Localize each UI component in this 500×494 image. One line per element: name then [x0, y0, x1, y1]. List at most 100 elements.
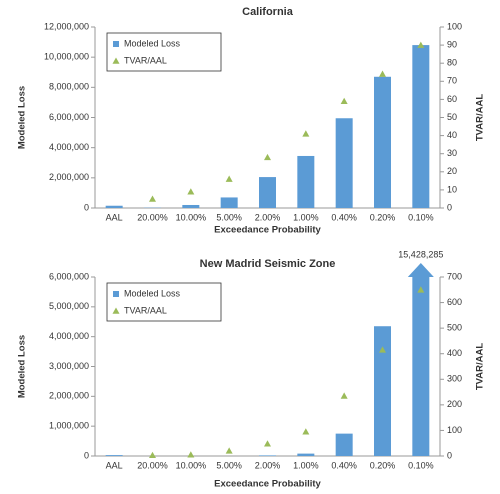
x-tick-label: 0.20%: [370, 460, 396, 470]
x-tick-label: 0.40%: [331, 460, 357, 470]
marker: [187, 188, 195, 195]
y-axis-title: Modeled Loss: [17, 335, 28, 398]
x-tick-label: 0.10%: [408, 212, 434, 222]
bar: [374, 326, 391, 456]
marker: [340, 97, 348, 105]
y-tick-label: 6,000,000: [49, 271, 89, 281]
bar: [412, 45, 430, 208]
y2-tick-label: 40: [447, 130, 457, 140]
y-tick-label: 4,000,000: [49, 331, 89, 341]
legend-label: Modeled Loss: [124, 288, 181, 298]
marker: [417, 41, 425, 48]
y2-tick-label: 0: [447, 450, 452, 460]
y-tick-label: 4,000,000: [49, 142, 89, 152]
bar: [259, 177, 276, 208]
y-tick-label: 2,000,000: [49, 172, 89, 182]
marker: [149, 195, 156, 202]
legend-swatch: [112, 57, 120, 64]
bar: [220, 197, 238, 208]
y2-tick-label: 50: [447, 112, 457, 122]
bar: [105, 455, 123, 456]
bar: [297, 155, 315, 208]
y-tick-label: 8,000,000: [49, 82, 89, 92]
y2-tick-label: 200: [447, 399, 462, 409]
y2-tick-label: 0: [447, 202, 452, 212]
legend-swatch: [112, 307, 120, 314]
data-label: 15,428,285: [398, 249, 443, 259]
y2-tick-label: 90: [447, 39, 457, 49]
y2-tick-label: 80: [447, 58, 457, 68]
y2-tick-label: 10: [447, 184, 457, 194]
legend-label: Modeled Loss: [124, 38, 181, 48]
legend-swatch: [113, 41, 119, 47]
x-tick-label: 1.00%: [293, 460, 319, 470]
bar: [105, 205, 123, 208]
x-tick-label: 20.00%: [137, 212, 168, 222]
y-tick-label: 12,000,000: [44, 21, 89, 31]
x-tick-label: 2.00%: [255, 212, 281, 222]
marker: [225, 175, 233, 182]
legend-label: TVAR/AAL: [124, 305, 167, 315]
overflow-arrow: [407, 263, 434, 277]
y2-tick-label: 100: [447, 425, 462, 435]
y-tick-label: 3,000,000: [49, 361, 89, 371]
y-tick-label: 6,000,000: [49, 112, 89, 122]
y-tick-label: 10,000,000: [44, 52, 89, 62]
y-tick-label: 0: [84, 450, 89, 460]
y2-tick-label: 100: [447, 21, 462, 31]
y2-tick-label: 400: [447, 348, 462, 358]
y2-tick-label: 20: [447, 166, 457, 176]
marker: [302, 130, 310, 137]
x-tick-label: 10.00%: [176, 460, 207, 470]
legend-box: [106, 282, 222, 322]
y2-axis-title: TVAR/AAL: [475, 94, 486, 142]
y2-tick-label: 30: [447, 148, 457, 158]
x-tick-label: 1.00%: [293, 212, 319, 222]
bar: [335, 433, 353, 456]
chart-title: New Madrid Seismic Zone: [200, 258, 336, 270]
x-tick-label: 0.10%: [408, 460, 434, 470]
marker: [379, 346, 386, 353]
x-tick-label: 10.00%: [176, 212, 207, 222]
marker: [379, 70, 386, 77]
bar: [374, 76, 391, 209]
x-tick-label: 5.00%: [216, 212, 242, 222]
marker: [302, 428, 310, 435]
y2-tick-label: 70: [447, 76, 457, 86]
bar: [182, 204, 200, 208]
x-tick-label: AAL: [106, 212, 123, 222]
bar: [259, 455, 276, 456]
marker: [417, 286, 425, 293]
x-tick-label: 20.00%: [137, 460, 168, 470]
x-tick-label: 5.00%: [216, 460, 242, 470]
y-tick-label: 1,000,000: [49, 421, 89, 431]
chart-title: California: [242, 6, 294, 18]
legend-box: [106, 32, 222, 72]
x-tick-label: 0.20%: [370, 212, 396, 222]
y2-tick-label: 700: [447, 271, 462, 281]
x-tick-label: 2.00%: [255, 460, 281, 470]
bar: [412, 277, 430, 456]
y-axis-title: Modeled Loss: [17, 86, 28, 149]
marker: [264, 440, 271, 447]
y2-tick-label: 500: [447, 323, 462, 333]
marker: [340, 392, 348, 399]
x-tick-label: 0.40%: [331, 212, 357, 222]
bar: [297, 453, 315, 456]
y2-tick-label: 300: [447, 374, 462, 384]
x-tick-label: AAL: [106, 460, 123, 470]
x-axis-title: Exceedance Probability: [214, 479, 321, 490]
y2-axis-title: TVAR/AAL: [475, 343, 486, 391]
x-axis-title: Exceedance Probability: [214, 225, 321, 236]
marker: [225, 447, 233, 454]
y-tick-label: 0: [84, 202, 89, 212]
marker: [264, 153, 271, 161]
marker: [149, 451, 156, 459]
y-tick-label: 5,000,000: [49, 301, 89, 311]
y-tick-label: 2,000,000: [49, 391, 89, 401]
legend-swatch: [113, 291, 119, 297]
bar: [335, 118, 353, 208]
legend-label: TVAR/AAL: [124, 55, 167, 65]
y2-tick-label: 600: [447, 297, 462, 307]
